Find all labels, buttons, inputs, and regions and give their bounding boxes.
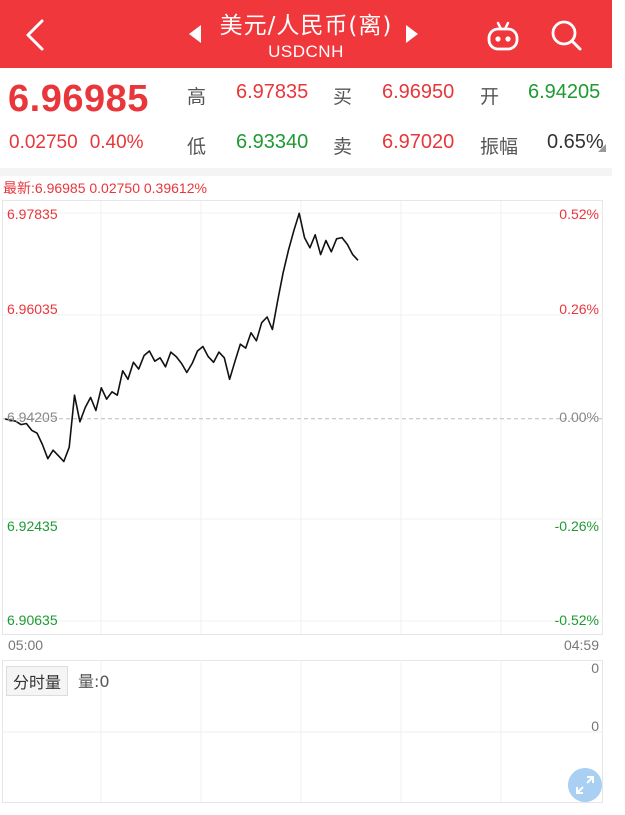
change-row: 0.02750 0.40%	[9, 132, 156, 154]
y-right-tick: 0.52%	[559, 206, 599, 222]
ask-label: 卖	[333, 136, 353, 158]
open-value: 6.94205	[528, 81, 601, 103]
y-left-tick: 6.94205	[7, 409, 58, 425]
high-label: 高	[187, 86, 207, 108]
y-left-tick: 6.97835	[7, 206, 58, 222]
fullscreen-icon[interactable]	[568, 768, 602, 802]
high-value: 6.97835	[236, 81, 309, 103]
y-right-tick: -0.26%	[554, 518, 599, 534]
open-label: 开	[480, 86, 500, 108]
amplitude-label: 振幅	[480, 136, 519, 158]
expand-corner-icon[interactable]	[598, 144, 606, 152]
volume-tab[interactable]: 分时量	[6, 666, 69, 696]
bid-value: 6.96950	[382, 81, 455, 103]
search-icon[interactable]	[549, 18, 583, 52]
robot-icon[interactable]	[486, 20, 520, 52]
low-value: 6.93340	[236, 131, 309, 153]
price-change-pct: 0.40%	[89, 132, 144, 153]
y-left-tick: 6.92435	[7, 518, 58, 534]
next-arrow-icon[interactable]	[405, 24, 419, 44]
volume-info: 量:0	[78, 672, 110, 691]
page-title: 美元/人民币(离)	[219, 13, 393, 39]
bid-label: 买	[333, 86, 353, 108]
prev-arrow-icon[interactable]	[188, 24, 202, 44]
title-area: 美元/人民币(离) USDCNH	[0, 0, 612, 68]
ask-value: 6.97020	[382, 131, 455, 153]
chart-frame	[2, 200, 603, 635]
price-line	[4, 212, 359, 463]
x-start-label: 05:00	[8, 637, 44, 653]
y-left-tick: 6.90635	[7, 612, 58, 628]
low-label: 低	[187, 136, 207, 158]
y-right-tick: 0.00%	[559, 409, 599, 425]
volume-y-top: 0	[591, 660, 599, 676]
volume-chart	[2, 660, 603, 803]
back-icon[interactable]	[22, 18, 52, 52]
intraday-chart[interactable]	[0, 196, 612, 636]
price-change: 0.02750	[9, 132, 78, 153]
volume-y-mid: 0	[591, 718, 599, 734]
amplitude-value: 0.65%	[547, 131, 604, 153]
quote-panel: 6.96985 0.02750 0.40% 高 6.97835 买 6.96950…	[0, 68, 612, 172]
chart-grid	[2, 200, 603, 635]
divider	[0, 168, 612, 176]
y-right-tick: -0.52%	[554, 612, 599, 628]
y-left-tick: 6.96035	[7, 301, 58, 317]
x-end-label: 04:59	[563, 637, 599, 653]
y-right-tick: 0.26%	[559, 301, 599, 317]
page-subtitle: USDCNH	[268, 42, 344, 61]
current-price: 6.96985	[8, 78, 149, 120]
latest-quote-line: 最新:6.96985 0.02750 0.39612%	[3, 180, 207, 196]
header-bar: 美元/人民币(离) USDCNH	[0, 0, 612, 68]
